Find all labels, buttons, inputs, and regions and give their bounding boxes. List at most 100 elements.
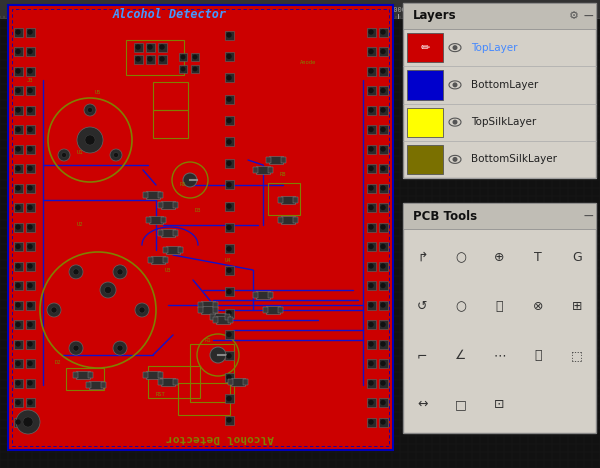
Bar bbox=[224, 180, 233, 189]
Circle shape bbox=[380, 146, 386, 152]
Circle shape bbox=[368, 185, 374, 190]
Bar bbox=[379, 398, 388, 407]
Circle shape bbox=[226, 118, 232, 123]
Circle shape bbox=[28, 244, 33, 249]
Bar bbox=[14, 183, 23, 192]
Circle shape bbox=[368, 107, 374, 113]
Text: R6: R6 bbox=[180, 183, 186, 188]
Text: T: T bbox=[534, 251, 542, 264]
Bar bbox=[14, 281, 23, 290]
Circle shape bbox=[16, 146, 20, 152]
Bar bbox=[25, 183, 35, 192]
Bar bbox=[224, 223, 233, 232]
Bar bbox=[225, 314, 230, 320]
Bar bbox=[213, 313, 227, 321]
Bar bbox=[25, 417, 35, 426]
Circle shape bbox=[160, 44, 164, 50]
Bar bbox=[12, 9, 389, 446]
Bar bbox=[178, 383, 230, 415]
Bar bbox=[256, 166, 270, 174]
Bar bbox=[133, 54, 143, 64]
Bar bbox=[213, 317, 218, 323]
Circle shape bbox=[28, 400, 33, 405]
Bar bbox=[14, 359, 23, 368]
Circle shape bbox=[368, 302, 374, 307]
Circle shape bbox=[16, 380, 20, 386]
Bar bbox=[367, 47, 376, 56]
Circle shape bbox=[104, 286, 112, 293]
Circle shape bbox=[28, 49, 33, 54]
Circle shape bbox=[226, 204, 232, 209]
Circle shape bbox=[452, 82, 458, 88]
Bar bbox=[224, 287, 233, 296]
Circle shape bbox=[77, 127, 103, 153]
Text: J3: J3 bbox=[27, 78, 33, 82]
Circle shape bbox=[28, 380, 33, 386]
Bar bbox=[25, 125, 35, 134]
Bar bbox=[367, 398, 376, 407]
Circle shape bbox=[73, 269, 79, 275]
Bar bbox=[158, 202, 163, 208]
Bar bbox=[25, 28, 35, 37]
Text: ⬚: ⬚ bbox=[571, 349, 583, 362]
Bar bbox=[25, 222, 35, 232]
Bar bbox=[367, 203, 376, 212]
Circle shape bbox=[28, 263, 33, 269]
Circle shape bbox=[16, 419, 20, 424]
Circle shape bbox=[16, 322, 20, 327]
Bar bbox=[403, 3, 596, 178]
Circle shape bbox=[226, 96, 232, 102]
Bar bbox=[281, 157, 286, 163]
Circle shape bbox=[380, 166, 386, 171]
Text: 1500: 1500 bbox=[161, 7, 179, 13]
Bar bbox=[161, 378, 175, 386]
Text: D3: D3 bbox=[195, 207, 201, 212]
Bar bbox=[403, 203, 596, 229]
Bar bbox=[146, 371, 160, 379]
Circle shape bbox=[226, 54, 232, 59]
Bar bbox=[367, 145, 376, 154]
Bar bbox=[403, 3, 596, 29]
Bar bbox=[268, 292, 273, 298]
Bar bbox=[379, 359, 388, 368]
Text: 3500: 3500 bbox=[464, 7, 482, 13]
Bar bbox=[25, 320, 35, 329]
Circle shape bbox=[226, 32, 232, 38]
Text: R8: R8 bbox=[280, 173, 286, 177]
Bar bbox=[157, 43, 167, 51]
Circle shape bbox=[28, 361, 33, 366]
Circle shape bbox=[226, 374, 232, 380]
Bar bbox=[25, 47, 35, 56]
Circle shape bbox=[69, 341, 83, 355]
Bar bbox=[224, 394, 233, 403]
Text: TopSilkLayer: TopSilkLayer bbox=[471, 117, 536, 127]
Circle shape bbox=[69, 265, 83, 279]
Bar bbox=[268, 167, 273, 173]
Bar bbox=[210, 314, 215, 320]
Bar bbox=[379, 379, 388, 388]
Bar bbox=[25, 339, 35, 349]
Text: ⬜: ⬜ bbox=[535, 349, 542, 362]
Circle shape bbox=[117, 345, 123, 351]
Circle shape bbox=[28, 68, 33, 73]
Circle shape bbox=[16, 410, 40, 434]
Circle shape bbox=[452, 45, 458, 50]
Bar bbox=[25, 242, 35, 251]
Bar bbox=[403, 203, 596, 433]
Bar bbox=[173, 379, 178, 385]
Circle shape bbox=[28, 127, 33, 132]
Bar bbox=[126, 40, 184, 75]
Bar bbox=[278, 307, 283, 313]
Circle shape bbox=[368, 146, 374, 152]
Circle shape bbox=[380, 400, 386, 405]
Bar bbox=[228, 317, 233, 323]
Text: ⚙: ⚙ bbox=[569, 11, 579, 21]
Circle shape bbox=[226, 225, 232, 230]
Text: −: − bbox=[582, 9, 594, 23]
Text: 2000: 2000 bbox=[239, 7, 257, 13]
Circle shape bbox=[368, 322, 374, 327]
Bar bbox=[224, 159, 233, 168]
Bar bbox=[157, 54, 167, 64]
Bar bbox=[379, 145, 388, 154]
Bar bbox=[213, 307, 218, 313]
